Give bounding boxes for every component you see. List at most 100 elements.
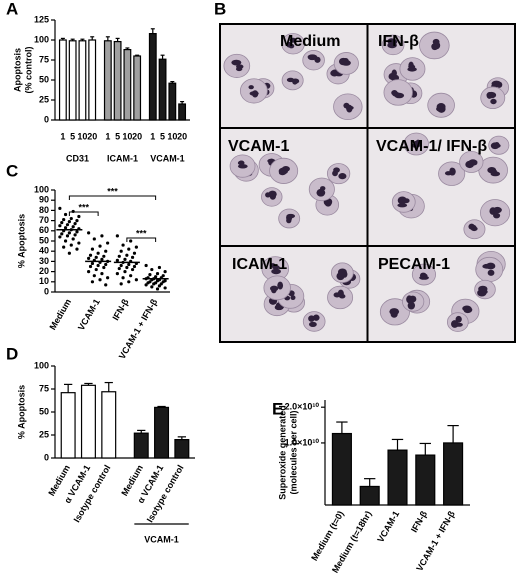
data-point: [152, 282, 156, 286]
nucleus: [248, 85, 254, 90]
data-point: [73, 222, 77, 226]
panel-letter: A: [6, 0, 18, 18]
panel-letter: E: [272, 399, 283, 418]
data-point: [106, 241, 110, 245]
bar: [148, 32, 157, 121]
data-point: [123, 257, 127, 261]
group-label: ICAM-1: [107, 153, 138, 163]
y-tick-label: 25: [39, 429, 49, 439]
data-point: [87, 256, 91, 260]
nucleus: [486, 91, 497, 99]
data-point: [157, 265, 162, 270]
data-point: [125, 265, 129, 270]
nucleus: [469, 161, 478, 166]
nucleus: [269, 285, 279, 292]
data-point: [71, 237, 75, 241]
x-tick-label: 1: [105, 131, 110, 141]
data-point: [129, 239, 133, 243]
nucleus: [490, 98, 497, 105]
y-axis-label: Apoptosis: [12, 48, 22, 92]
significance-bracket: [126, 237, 157, 242]
x-tick-label: 10: [77, 131, 87, 141]
data-point: [106, 276, 110, 280]
data-point: [132, 264, 137, 269]
y-tick-label: 40: [39, 246, 49, 256]
data-point: [90, 247, 95, 251]
data-point: [96, 251, 100, 255]
panel-letter: C: [6, 161, 18, 180]
data-point: [69, 243, 73, 247]
bar: [88, 39, 97, 121]
data-point: [67, 231, 71, 235]
y-tick-label: 125: [34, 14, 49, 24]
nucleus: [391, 69, 397, 78]
data-point: [155, 272, 160, 276]
data-point: [104, 249, 108, 253]
data-point: [117, 266, 121, 271]
data-point: [127, 247, 131, 251]
cell: [281, 33, 305, 55]
data-point: [119, 263, 123, 268]
data-point: [115, 234, 119, 238]
nucleus: [231, 59, 242, 66]
data-point: [62, 245, 66, 249]
data-point: [90, 280, 95, 284]
data-point: [88, 264, 93, 269]
x-tick-label: IFN-β: [409, 509, 429, 534]
bar: [103, 40, 112, 121]
cell: [326, 163, 351, 185]
data-point: [144, 263, 148, 268]
data-point: [104, 262, 108, 267]
nucleus: [265, 192, 271, 198]
bar: [80, 384, 96, 459]
data-point: [58, 235, 62, 239]
significance-label: ***: [107, 186, 118, 196]
bar: [101, 391, 117, 459]
data-point: [150, 285, 154, 289]
data-point: [100, 234, 104, 238]
bar: [113, 40, 122, 121]
bar: [359, 485, 380, 506]
nucleus: [249, 91, 259, 96]
data-point: [75, 230, 79, 234]
data-point: [71, 209, 75, 214]
y-axis-label: (molecules per cell): [288, 410, 298, 494]
data-point: [102, 254, 106, 258]
data-point: [102, 265, 106, 270]
data-point: [67, 220, 71, 224]
data-point: [161, 280, 165, 284]
data-point: [98, 244, 102, 248]
data-point: [150, 267, 154, 272]
y-tick-label: 100: [34, 184, 49, 194]
y-tick-label: 75: [39, 54, 49, 64]
bar: [154, 406, 170, 459]
nucleus: [493, 212, 501, 219]
nucleus: [307, 54, 318, 60]
x-tick-label: 20: [87, 131, 97, 141]
nucleus: [451, 320, 459, 328]
data-point: [148, 273, 152, 277]
nucleus: [308, 315, 315, 322]
micrograph-label: PECAM-1: [378, 256, 450, 273]
nucleus: [411, 143, 421, 148]
data-point: [65, 234, 70, 238]
panel-letter: D: [6, 344, 18, 363]
nucleus: [487, 269, 495, 276]
cell: [302, 311, 326, 332]
x-tick-label: IFN-β: [111, 297, 131, 322]
data-point: [127, 262, 131, 267]
data-point: [58, 206, 62, 210]
data-point: [87, 231, 91, 235]
nucleus: [317, 190, 326, 195]
data-point: [119, 282, 123, 286]
data-point: [98, 278, 102, 282]
y-tick-label: 100: [34, 34, 49, 44]
data-point: [125, 253, 129, 257]
data-point: [155, 279, 160, 283]
bar: [158, 58, 167, 121]
nucleus: [237, 160, 245, 166]
cell: [302, 50, 325, 71]
bar: [68, 40, 77, 121]
nucleus: [468, 223, 475, 230]
